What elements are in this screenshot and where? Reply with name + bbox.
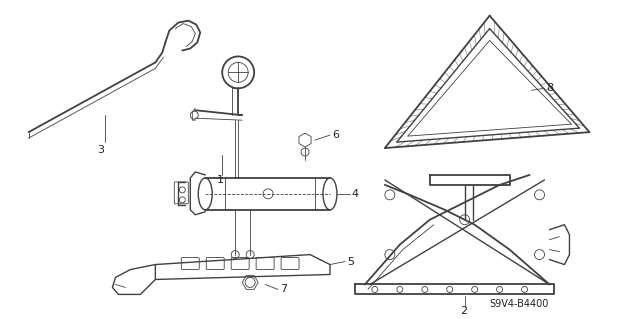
Text: 8: 8	[547, 83, 554, 93]
Text: 3: 3	[97, 145, 104, 155]
Text: 4: 4	[352, 189, 359, 199]
Text: 1: 1	[217, 175, 224, 185]
Text: 7: 7	[280, 285, 287, 294]
Text: 5: 5	[347, 256, 354, 267]
Text: 2: 2	[460, 306, 467, 316]
Text: 6: 6	[332, 130, 339, 140]
Text: S9V4-B4400: S9V4-B4400	[490, 299, 549, 309]
